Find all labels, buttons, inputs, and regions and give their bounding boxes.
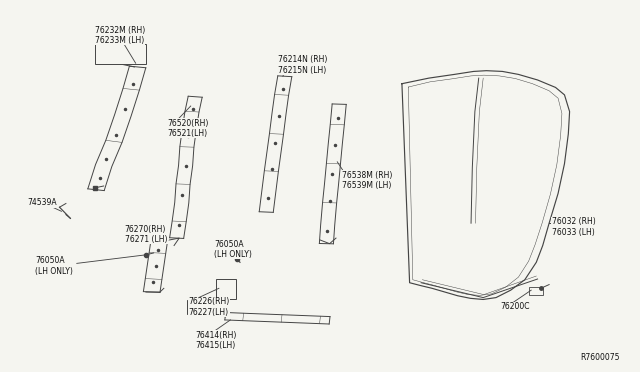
- Text: 76270(RH)
76271 (LH): 76270(RH) 76271 (LH): [125, 225, 167, 244]
- Text: 76032 (RH)
76033 (LH): 76032 (RH) 76033 (LH): [552, 217, 595, 237]
- Text: 76414(RH)
76415(LH): 76414(RH) 76415(LH): [195, 331, 237, 350]
- Text: R7600075: R7600075: [580, 353, 620, 362]
- Text: 76520(RH)
76521(LH): 76520(RH) 76521(LH): [168, 119, 209, 138]
- Bar: [187, 300, 228, 314]
- Text: 76200C: 76200C: [500, 302, 530, 311]
- Bar: [529, 287, 543, 295]
- Text: 76050A
(LH ONLY): 76050A (LH ONLY): [214, 240, 252, 259]
- Text: 76232M (RH)
76233M (LH): 76232M (RH) 76233M (LH): [95, 26, 145, 45]
- Text: 74539A: 74539A: [27, 198, 56, 207]
- Text: 76050A
(LH ONLY): 76050A (LH ONLY): [35, 256, 73, 276]
- Text: 76538M (RH)
76539M (LH): 76538M (RH) 76539M (LH): [342, 171, 393, 190]
- Bar: [95, 44, 146, 64]
- Text: 76226(RH)
76227(LH): 76226(RH) 76227(LH): [189, 297, 230, 317]
- Bar: [216, 279, 236, 299]
- Text: 76214N (RH)
76215N (LH): 76214N (RH) 76215N (LH): [278, 55, 328, 75]
